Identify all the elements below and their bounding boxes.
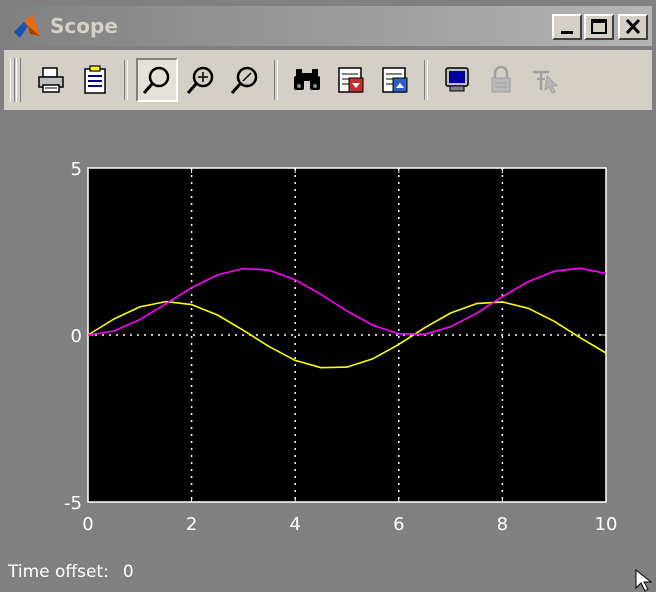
status-bar: Time offset: 0 [8, 562, 134, 582]
minimize-button[interactable] [552, 14, 582, 40]
zoom-x-button[interactable] [180, 58, 222, 102]
signal-selector-icon [533, 70, 559, 94]
minimize-icon [561, 31, 573, 34]
binoculars-icon [294, 69, 320, 90]
series-line-1 [87, 300, 607, 369]
time-offset-label: Time offset: [8, 562, 109, 582]
signal-selector-button [524, 58, 566, 102]
printer-icon [38, 67, 64, 93]
lock-icon [491, 65, 511, 93]
close-icon [625, 18, 641, 35]
parameters-icon [84, 65, 106, 94]
matlab-logo-icon [14, 14, 40, 38]
toolbar-separator [124, 60, 128, 100]
toolbar-separator [274, 60, 278, 100]
y-tick-label: 0 [71, 326, 82, 347]
toolbar-grip-2[interactable] [16, 58, 21, 102]
y-tick-label: 5 [71, 159, 82, 180]
zoom-button[interactable] [136, 58, 178, 102]
title-bar[interactable]: Scope [4, 6, 652, 46]
zoom-y-button[interactable] [224, 58, 266, 102]
autoscale-button[interactable] [286, 58, 328, 102]
y-tick-label: -5 [64, 493, 82, 514]
zoom-x-icon [186, 66, 214, 94]
series-line-2 [87, 267, 607, 336]
maximize-icon [591, 19, 607, 34]
save-axes-button[interactable] [330, 58, 372, 102]
toolbar [4, 50, 652, 110]
restore-axes-button[interactable] [374, 58, 416, 102]
x-tick-label: 8 [497, 514, 508, 535]
zoom-icon [142, 66, 170, 94]
resize-grip-icon[interactable] [632, 568, 656, 592]
x-tick-label: 6 [393, 514, 404, 535]
plot-area: 0 2 4 6 8 10 5 0 -5 [4, 112, 652, 590]
toolbar-separator [424, 60, 428, 100]
toolbar-grip[interactable] [10, 58, 15, 102]
x-tick-label: 0 [82, 514, 93, 535]
maximize-button[interactable] [584, 14, 614, 40]
x-tick-label: 10 [595, 514, 618, 535]
save-axes-icon [338, 67, 364, 93]
zoom-y-icon [230, 66, 258, 94]
window-title: Scope [50, 14, 118, 38]
time-offset-value: 0 [122, 562, 134, 582]
restore-axes-icon [382, 67, 408, 93]
x-tick-label: 2 [186, 514, 197, 535]
floating-scope-button[interactable] [436, 58, 478, 102]
close-button[interactable] [618, 14, 648, 40]
parameters-button[interactable] [74, 58, 116, 102]
lock-axes-button [480, 58, 522, 102]
print-button[interactable] [30, 58, 72, 102]
x-tick-label: 4 [289, 514, 300, 535]
floating-scope-icon [445, 67, 469, 92]
